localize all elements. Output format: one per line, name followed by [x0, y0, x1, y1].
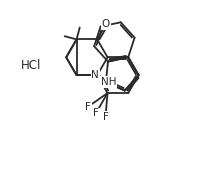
Text: NH: NH	[101, 77, 116, 87]
Text: F: F	[103, 112, 109, 121]
Text: HCl: HCl	[21, 59, 42, 72]
Text: F: F	[85, 102, 91, 112]
Text: N: N	[91, 70, 99, 80]
Text: F: F	[93, 108, 99, 119]
Text: O: O	[102, 19, 110, 29]
